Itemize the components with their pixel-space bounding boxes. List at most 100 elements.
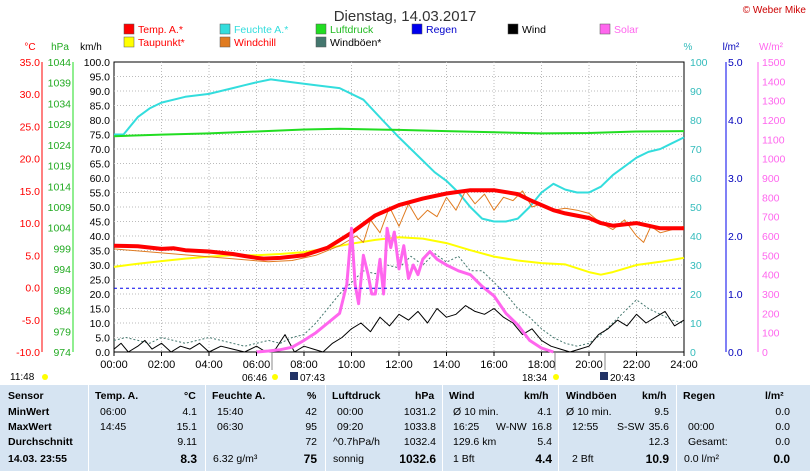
rain-max-time: 00:00 bbox=[688, 421, 715, 433]
sunrise-sun-icon bbox=[272, 374, 278, 380]
wind-tick-label: 65.0 bbox=[90, 159, 111, 171]
stats-row-label-0: Sensor bbox=[8, 390, 44, 402]
stats-row-label-1: MinWert bbox=[8, 406, 50, 418]
wind-tick-label: 5.0 bbox=[95, 333, 110, 345]
wind-tick-label: 75.0 bbox=[90, 130, 111, 142]
humidity-current-value: 75 bbox=[303, 452, 317, 466]
wind-bft: 1 Bft bbox=[453, 453, 475, 465]
sun-icon-left bbox=[42, 374, 48, 380]
legend-label: Windböen* bbox=[330, 37, 381, 49]
x-tick-label: 00:00 bbox=[100, 359, 128, 371]
x-tick-label: 10:00 bbox=[338, 359, 366, 371]
gusts-max-time: 12:55 bbox=[572, 421, 599, 433]
rain-tick-label: 1.0 bbox=[728, 289, 743, 301]
gusts-max-value: 35.6 bbox=[648, 421, 669, 433]
chart-legend: Temp. A.*Taupunkt* Feuchte A.*Windchill Lu… bbox=[123, 23, 639, 49]
legend-swatch bbox=[315, 23, 327, 35]
stats-row-label-3: Durchschnitt bbox=[8, 436, 73, 448]
legend-swatch bbox=[219, 36, 231, 48]
humidity-tick-label: 30 bbox=[690, 260, 702, 272]
temp-tick-label: -10.0 bbox=[16, 347, 40, 359]
pressure-tick-label: 984 bbox=[53, 306, 71, 318]
wind-max-time: 16:25 bbox=[453, 421, 480, 433]
pressure-tick-label: 994 bbox=[53, 264, 71, 276]
wind-avg-value: 5.4 bbox=[537, 436, 552, 448]
x-tick-label: 14:00 bbox=[433, 359, 461, 371]
sunset-sun-icon bbox=[553, 374, 559, 380]
pressure-tick-label: 989 bbox=[53, 285, 71, 297]
wind-max-value: 16.8 bbox=[531, 421, 552, 433]
stats-table: Sensor MinWert MaxWert Durchschnitt 14.0… bbox=[0, 384, 810, 471]
x-tick-label: 24:00 bbox=[670, 359, 698, 371]
wind-tick-label: 100.0 bbox=[84, 57, 110, 69]
legend-swatch bbox=[123, 36, 135, 48]
solar-tick-label: 100 bbox=[762, 328, 780, 340]
solar-tick-label: 600 bbox=[762, 231, 780, 243]
x-tick-label: 18:00 bbox=[528, 359, 556, 371]
stats-row-label-4: 14.03. 23:55 bbox=[8, 453, 67, 465]
pressure-title: Luftdruck bbox=[332, 390, 381, 402]
gusts-title: Windböen bbox=[566, 390, 617, 402]
sunset-label: 18:34 bbox=[522, 373, 547, 384]
rain-tick-label: 3.0 bbox=[728, 173, 743, 185]
solar-tick-label: 200 bbox=[762, 308, 780, 320]
legend-swatch bbox=[315, 36, 327, 48]
series-line-solar bbox=[256, 226, 554, 354]
plot-axes: 35.0 30.0 25.0 20.0 15.0 10.0 5.0 0.0 -5.0 -10.0 1… bbox=[16, 57, 785, 359]
rain-max-value: 0.0 bbox=[775, 421, 790, 433]
solar-tick-label: 400 bbox=[762, 270, 780, 282]
humidity-tick-label: 70 bbox=[690, 144, 702, 156]
temp-min-time: 06:00 bbox=[100, 406, 127, 418]
wind-tick-label: 35.0 bbox=[90, 246, 111, 258]
temp-tick-label: 5.0 bbox=[25, 250, 40, 262]
series-line-taupunkt bbox=[113, 236, 685, 276]
temp-current-value: 8.3 bbox=[180, 452, 197, 466]
temp-tick-label: 0.0 bbox=[25, 283, 40, 295]
pressure-min-value: 1031.2 bbox=[403, 406, 436, 418]
temp-tick-label: 10.0 bbox=[20, 218, 41, 230]
legend-swatch bbox=[411, 23, 423, 35]
wind-tick-label: 10.0 bbox=[90, 318, 111, 330]
legend-swatch bbox=[599, 23, 611, 35]
pressure-max-time: 09:20 bbox=[337, 421, 364, 433]
legend-label: Regen bbox=[426, 24, 457, 36]
humidity-tick-label: 10 bbox=[690, 318, 702, 330]
pressure-min-time: 00:00 bbox=[337, 406, 364, 418]
rain-tick-label: 4.0 bbox=[728, 115, 743, 127]
wind-tick-label: 55.0 bbox=[90, 188, 111, 200]
wind-max-dir: W-NW bbox=[496, 421, 527, 433]
rain-tick-label: 0.0 bbox=[728, 347, 743, 359]
wind-distance: 129.6 km bbox=[453, 436, 497, 448]
sunrise2-label: 07:43 bbox=[300, 373, 325, 384]
pressure-tick-label: 1034 bbox=[48, 98, 72, 110]
wind-tick-label: 0.0 bbox=[95, 347, 110, 359]
solar-tick-label: 1000 bbox=[762, 154, 786, 166]
wind-tick-label: 30.0 bbox=[90, 260, 111, 272]
temp-avg-value: 9.11 bbox=[177, 436, 197, 448]
chart-title: Dienstag, 14.03.2017 bbox=[334, 8, 477, 25]
weather-chart: Dienstag, 14.03.2017 © Weber Mike Temp. … bbox=[10, 5, 806, 384]
wind-unit-label: km/h bbox=[524, 390, 549, 402]
solar-tick-label: 500 bbox=[762, 250, 780, 262]
legend-label: Luftdruck bbox=[330, 24, 374, 36]
wind-current-value: 4.4 bbox=[535, 452, 552, 466]
x-tick-label: 16:00 bbox=[480, 359, 508, 371]
sun-markers: 11:48 06:46 07:43 18:34 20:43 bbox=[10, 352, 635, 384]
wind-tick-label: 70.0 bbox=[90, 144, 111, 156]
rain-unit-label: l/m² bbox=[765, 390, 784, 402]
wind-tick-label: 50.0 bbox=[90, 202, 111, 214]
temp-tick-label: -5.0 bbox=[22, 315, 40, 327]
pressure-avg-value: 1032.4 bbox=[403, 436, 436, 448]
temp-tick-label: 20.0 bbox=[20, 154, 41, 166]
series-line-temp-a bbox=[113, 188, 684, 261]
solar-tick-label: 1500 bbox=[762, 57, 786, 69]
solar-tick-label: 300 bbox=[762, 289, 780, 301]
temp-max-time: 14:45 bbox=[100, 421, 127, 433]
pressure-tick-label: 1009 bbox=[48, 202, 72, 214]
series-line-luftdruck bbox=[113, 127, 685, 138]
wind-tick-label: 15.0 bbox=[90, 304, 111, 316]
pressure-tick-label: 979 bbox=[53, 326, 71, 338]
temp-tick-label: 25.0 bbox=[20, 121, 41, 133]
wind-title: Wind bbox=[449, 390, 475, 402]
humidity-tick-label: 50 bbox=[690, 202, 702, 214]
